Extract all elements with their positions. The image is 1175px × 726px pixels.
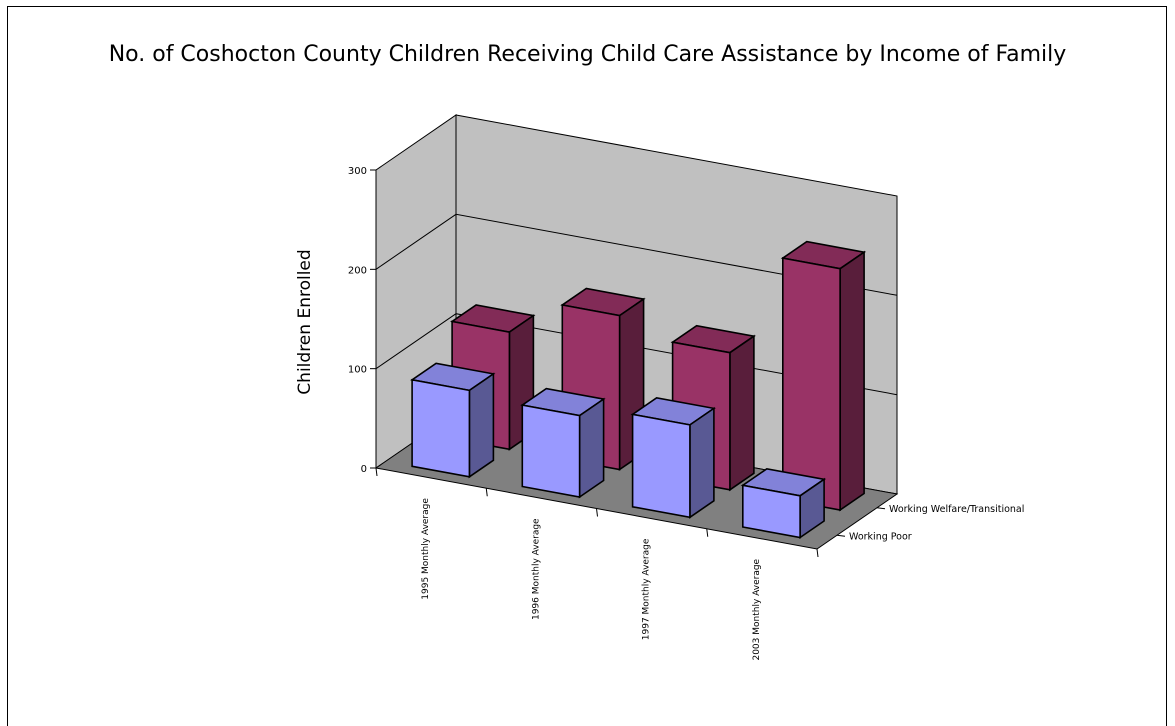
bar bbox=[740, 467, 827, 540]
chart-plot: 0 100 200 300 1995 Monthly Average 1996 Month… bbox=[295, 114, 1025, 661]
y-axis-title: Children Enrolled bbox=[295, 249, 315, 394]
y-tick-label: 200 bbox=[348, 265, 367, 276]
x-tick-mark bbox=[816, 548, 819, 558]
series-label: Working Welfare/Transitional bbox=[889, 504, 1024, 515]
bar-side bbox=[689, 406, 715, 519]
bar-front bbox=[631, 413, 691, 519]
y-tick-label: 100 bbox=[348, 365, 367, 376]
x-tick-label: 1997 Monthly Average bbox=[642, 538, 652, 640]
bar-side bbox=[468, 372, 495, 479]
bar-front bbox=[781, 257, 841, 511]
bar bbox=[630, 397, 716, 519]
x-tick-label: 2003 Monthly Average bbox=[752, 558, 762, 660]
bar-side bbox=[839, 250, 865, 512]
chart-title: No. of Coshocton County Children Receivi… bbox=[108, 42, 1067, 67]
x-tick-label: 1996 Monthly Average bbox=[531, 518, 541, 620]
bar-side bbox=[729, 334, 755, 492]
depth-tick-mark bbox=[876, 507, 886, 510]
axis-labels: 0 100 200 300 1995 Monthly Average 1996 Month… bbox=[348, 166, 1025, 661]
bar bbox=[410, 362, 496, 479]
x-tick-label: 1995 Monthly Average bbox=[421, 498, 431, 600]
y-tick-label: 300 bbox=[348, 166, 367, 177]
bar bbox=[520, 387, 606, 499]
series-label: Working Poor bbox=[849, 531, 912, 542]
chart-frame bbox=[7, 6, 1167, 726]
bar-side bbox=[578, 397, 605, 499]
bar bbox=[780, 240, 867, 512]
x-tick-mark bbox=[375, 467, 378, 477]
bars bbox=[410, 240, 867, 540]
axes bbox=[370, 169, 886, 558]
bar-front bbox=[521, 404, 581, 498]
depth-tick-mark bbox=[836, 534, 846, 537]
gridline bbox=[375, 213, 898, 296]
bar-front bbox=[741, 484, 801, 539]
x-tick-mark bbox=[596, 508, 598, 517]
x-tick-mark bbox=[706, 528, 709, 537]
x-tick-mark bbox=[485, 488, 488, 497]
bar-front bbox=[411, 378, 471, 478]
y-tick-label: 0 bbox=[361, 464, 367, 475]
